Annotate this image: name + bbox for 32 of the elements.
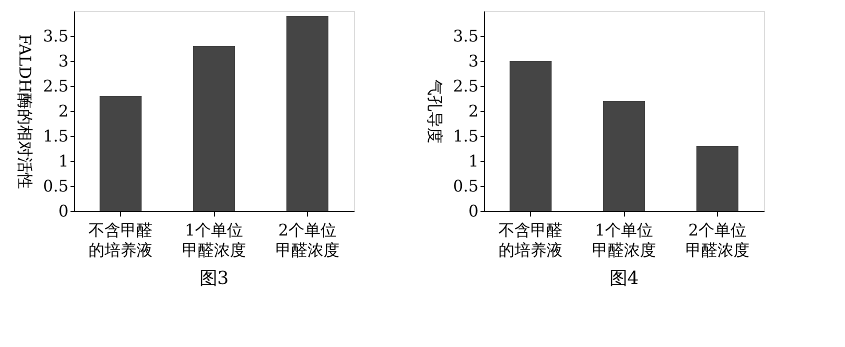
y-tick-label: 1.5: [453, 126, 478, 146]
y-tick-label: 3.5: [453, 26, 478, 46]
y-tick-label: 0: [468, 202, 478, 220]
bar: [193, 46, 235, 211]
x-tick-label: 1个单位甲醛浓度: [592, 220, 656, 260]
x-tick-label: 不含甲醛的培养液: [498, 220, 563, 260]
bar: [603, 101, 645, 211]
y-axis-title: 气孔导度: [426, 80, 444, 144]
y-tick-label: 1: [468, 152, 478, 170]
x-tick-label: 2个单位甲醛浓度: [275, 220, 340, 260]
y-tick-label: 2.5: [43, 76, 68, 96]
y-tick-label: 1: [58, 152, 68, 170]
y-tick-label: 3: [58, 52, 68, 70]
y-tick-label: 2: [58, 102, 68, 120]
y-tick-label: 0: [58, 202, 68, 220]
bar: [696, 146, 738, 211]
x-tick-label: 2个单位甲醛浓度: [685, 220, 750, 260]
bar: [100, 96, 142, 211]
y-tick-label: 0.5: [43, 176, 68, 196]
x-tick-label: 不含甲醛的培养液: [88, 220, 153, 260]
text: 图4: [609, 268, 639, 289]
y-tick-label: 1.5: [43, 126, 68, 146]
y-tick-label: 0.5: [453, 176, 478, 196]
bar: [286, 16, 328, 211]
bar: [510, 61, 552, 211]
y-axis-title: FALDH酶的相对活性: [16, 34, 34, 189]
text: 图3: [199, 268, 229, 289]
x-tick-label: 1个单位甲醛浓度: [182, 220, 246, 260]
y-tick-label: 3: [468, 52, 478, 70]
y-tick-label: 3.5: [43, 26, 68, 46]
y-tick-label: 2: [468, 102, 478, 120]
y-tick-label: 2.5: [453, 76, 478, 96]
